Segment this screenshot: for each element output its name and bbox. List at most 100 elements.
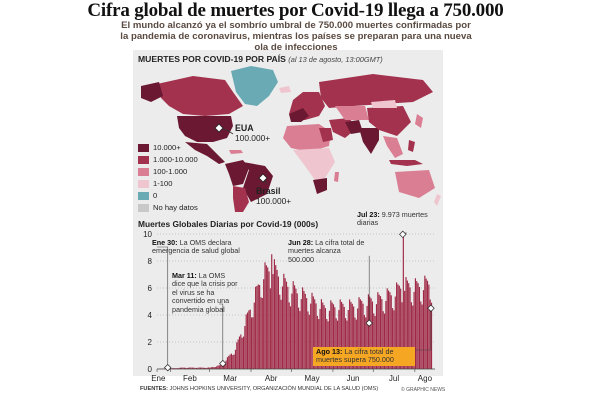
daily-bar [315,303,317,369]
legend-label: 1-100 [153,179,173,188]
daily-bar [371,301,374,369]
daily-bar [253,302,255,369]
x-tick-label: Ene [151,374,166,383]
daily-bar [428,284,430,369]
annotation-mar11: Mar 11: La OMS dice que la crisis por el… [172,271,240,314]
daily-bar [197,367,199,369]
daily-bar [332,304,335,369]
daily-bar [212,367,214,369]
usa-callout: EUA 100.000+ [235,123,270,143]
daily-bar [204,367,206,369]
daily-bar [306,298,308,369]
daily-bar [230,353,233,369]
daily-bar [232,355,234,369]
daily-bar [302,287,304,369]
region-colombia-peru [225,160,249,186]
daily-bar [265,265,267,369]
daily-bar [226,357,228,369]
daily-bar [330,300,332,369]
daily-bar [221,364,223,369]
annotation-leaders [157,230,435,372]
region-egypt [319,128,333,142]
legend-label: 0 [153,191,158,200]
daily-bar [263,279,265,369]
daily-bar [370,298,372,369]
daily-bar [351,303,353,369]
daily-bar [383,313,386,369]
daily-bar [173,368,175,369]
annotation-jan30: Ene 30: La OMS declara emergencia de sal… [152,238,252,256]
legend-swatch [138,192,149,200]
region-japan [415,114,423,128]
daily-bar [244,326,246,369]
map-title-text: MUERTES POR COVID-19 POR PAÍS [138,54,286,64]
daily-bar [393,310,395,369]
daily-bar [201,367,203,369]
daily-bar [295,288,297,369]
daily-bar [416,281,418,369]
daily-deaths-chart: 0 2 4 6 8 10 Ene Feb Mar Abr May Jun Jul Ago [143,230,435,383]
page-subtitle: El mundo alcanzó ya el sombrío umbral de… [120,20,472,53]
daily-bar [206,367,208,369]
y-tick-label: 4 [148,311,153,320]
daily-bar [366,305,368,369]
daily-bar [182,367,184,369]
region-caribbean [229,150,243,154]
daily-bar [217,365,219,369]
daily-bar [178,367,180,369]
daily-bar [310,303,312,369]
daily-bar [402,234,404,369]
daily-bar [353,306,355,369]
x-tick-label: Ago [418,374,433,383]
daily-bar [386,288,388,369]
daily-bar [293,285,296,369]
daily-bar [202,367,204,369]
daily-bar [389,292,391,369]
daily-bar [269,288,271,369]
annotation-leader [157,246,169,368]
daily-bar [401,302,403,369]
daily-bar [252,317,254,369]
annotation-leader [414,308,432,351]
daily-bar [210,367,212,369]
daily-bar [424,275,426,369]
daily-bar [398,285,400,369]
x-tick-label: Abr [265,374,278,383]
legend-swatch [138,144,149,152]
daily-bar [417,283,419,369]
daily-bar [195,367,198,369]
annotation-jun28: Jun 28: La cifra total de muertes alcanz… [288,238,368,264]
daily-bar [299,311,301,369]
daily-bar [209,367,211,369]
daily-bar [322,302,324,369]
daily-bar [237,339,239,369]
daily-bar [425,278,427,369]
daily-bar [220,365,222,369]
daily-bar [378,294,380,369]
region-iran [345,120,363,134]
event-marker [399,230,407,239]
annotation-jan30-date: Ene 30: [152,238,178,247]
daily-bar [390,295,392,369]
chart-title: Muertes Globales Diarias por Covid-19 (0… [138,219,319,229]
region-western-europe [289,108,309,122]
daily-bar [281,286,284,369]
daily-bar [429,299,431,369]
daily-bar [240,334,242,369]
y-tick-label: 2 [148,338,153,347]
daily-bar [334,307,336,369]
daily-bar [236,342,238,369]
daily-bar [369,296,371,369]
daily-bar [291,293,293,369]
region-china [367,106,411,136]
region-central-africa [293,148,335,180]
daily-bar [343,306,345,369]
daily-bar [267,267,269,369]
daily-bar [409,287,411,369]
daily-bar [335,318,337,369]
daily-bar [284,278,286,369]
daily-bar [181,367,183,369]
daily-bar [191,367,194,369]
annotation-aug13-date: Ago 13: [316,347,343,356]
region-brazil [243,162,273,202]
